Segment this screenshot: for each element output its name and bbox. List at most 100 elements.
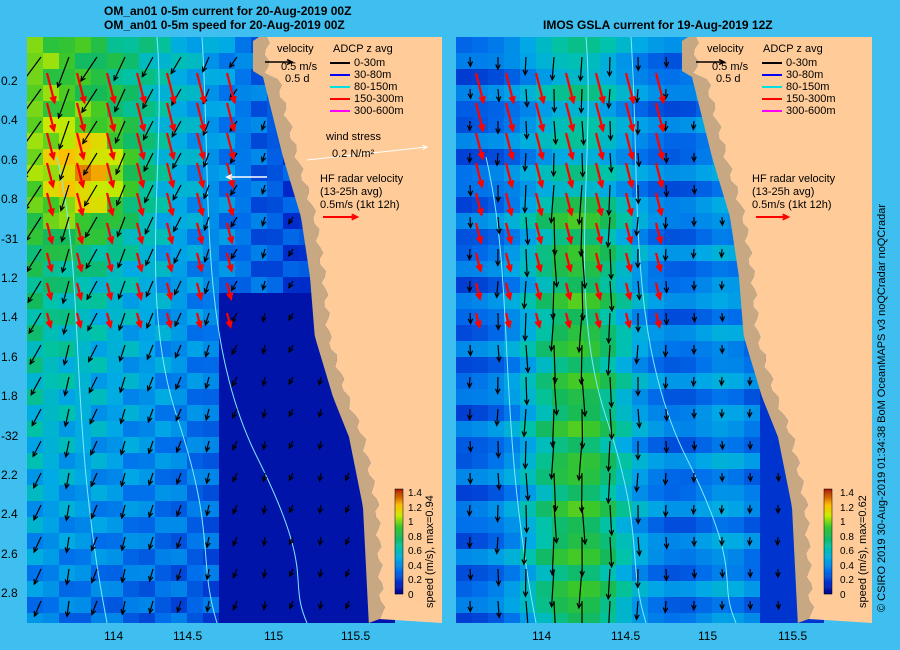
colorbar-segment xyxy=(395,533,403,535)
arrow-head xyxy=(117,293,123,301)
current-vector-arrow xyxy=(45,192,54,215)
speed-cell xyxy=(552,389,568,405)
colorbar-segment xyxy=(824,536,832,538)
current-vector-arrow xyxy=(524,56,527,75)
speed-cell xyxy=(43,373,59,389)
speed-cell xyxy=(283,229,299,245)
speed-cell xyxy=(331,469,347,485)
speed-cell xyxy=(680,229,696,245)
arrow-head xyxy=(49,123,57,133)
colorbar-segment xyxy=(395,541,403,543)
speed-cell xyxy=(203,245,219,261)
current-vector-arrow xyxy=(165,252,173,271)
speed-cell xyxy=(155,325,171,341)
colorbar-segment xyxy=(824,567,832,569)
speed-cell xyxy=(75,533,91,549)
speed-cell xyxy=(267,485,283,501)
colorbar-segment xyxy=(824,568,832,570)
current-vector-arrow xyxy=(165,102,175,131)
speed-cell xyxy=(235,149,251,165)
speed-cell xyxy=(235,357,251,373)
colorbar-segment xyxy=(395,521,403,523)
speed-cell xyxy=(155,261,171,277)
speed-cell xyxy=(536,245,552,261)
speed-cell xyxy=(219,421,235,437)
current-vector-arrow xyxy=(665,536,668,549)
speed-cell xyxy=(171,197,187,213)
speed-cell xyxy=(696,213,712,229)
speed-cell xyxy=(235,293,251,309)
bathymetry-contour xyxy=(56,156,108,623)
speed-cell xyxy=(696,181,712,197)
speed-cell xyxy=(203,229,219,245)
arrow-head xyxy=(691,284,697,292)
speed-cell xyxy=(187,181,203,197)
colorbar-segment xyxy=(824,520,832,522)
current-vector-arrow xyxy=(564,282,572,299)
speed-cell xyxy=(283,549,299,565)
colorbar-segment xyxy=(824,491,832,493)
arrow-head xyxy=(608,305,615,313)
y-tick-label: 1.8 xyxy=(1,389,18,404)
speed-cell xyxy=(235,501,251,517)
current-vector-arrow xyxy=(525,88,528,107)
current-vector-arrow xyxy=(550,568,555,607)
speed-cell xyxy=(536,53,552,69)
current-vector-arrow xyxy=(262,408,266,418)
arrow-head xyxy=(690,508,697,516)
arrow-head xyxy=(537,179,545,189)
speed-cell xyxy=(123,581,139,597)
speed-cell xyxy=(235,341,251,357)
arrow-head xyxy=(204,319,210,327)
colorbar-segment xyxy=(824,544,832,546)
speed-cell xyxy=(59,181,75,197)
arrow-head xyxy=(691,348,697,356)
arrow-head xyxy=(64,611,71,618)
colorbar-segment xyxy=(395,498,403,500)
arrow-head xyxy=(524,271,530,278)
speed-cell xyxy=(552,501,568,517)
y-tick-label: 0.6 xyxy=(1,152,18,167)
current-vector-arrow xyxy=(594,102,604,131)
speed-cell xyxy=(600,565,616,581)
speed-cell xyxy=(504,517,520,533)
arrow-head xyxy=(576,218,583,226)
colorbar-segment xyxy=(824,574,832,576)
current-vector-arrow xyxy=(149,568,154,582)
speed-cell xyxy=(187,581,203,597)
arrow-head xyxy=(627,179,635,189)
colorbar-segment xyxy=(824,590,832,593)
speed-cell xyxy=(696,469,712,485)
colorbar-segment xyxy=(824,506,832,509)
speed-cell xyxy=(680,533,696,549)
speed-cell xyxy=(251,485,267,501)
speed-cell xyxy=(59,389,75,405)
arrow-head xyxy=(608,529,615,537)
current-vector-arrow xyxy=(665,184,668,197)
speed-cell xyxy=(552,165,568,181)
speed-cell xyxy=(456,421,472,437)
arrow-head xyxy=(521,431,528,438)
speed-cell xyxy=(456,485,472,501)
current-vector-arrow xyxy=(148,504,154,518)
speed-cell xyxy=(75,453,91,469)
speed-cell xyxy=(456,549,472,565)
arrow-head xyxy=(690,380,697,388)
current-vector-arrow xyxy=(45,72,56,103)
speed-cell xyxy=(299,341,315,357)
speed-cell xyxy=(267,453,283,469)
speed-cell xyxy=(488,181,504,197)
speed-cell xyxy=(91,613,107,623)
speed-cell xyxy=(139,277,155,293)
colorbar-segment xyxy=(395,524,403,526)
speed-cell xyxy=(728,533,744,549)
arrow-head xyxy=(47,236,55,245)
arrow-head xyxy=(626,236,634,245)
current-vector-arrow xyxy=(171,120,182,137)
current-vector-arrow xyxy=(33,568,42,585)
arrow-head xyxy=(522,591,529,598)
current-vector-arrow xyxy=(231,344,238,355)
speed-cell xyxy=(203,101,219,117)
colorbar-segment xyxy=(824,566,832,568)
speed-cell xyxy=(299,405,315,421)
